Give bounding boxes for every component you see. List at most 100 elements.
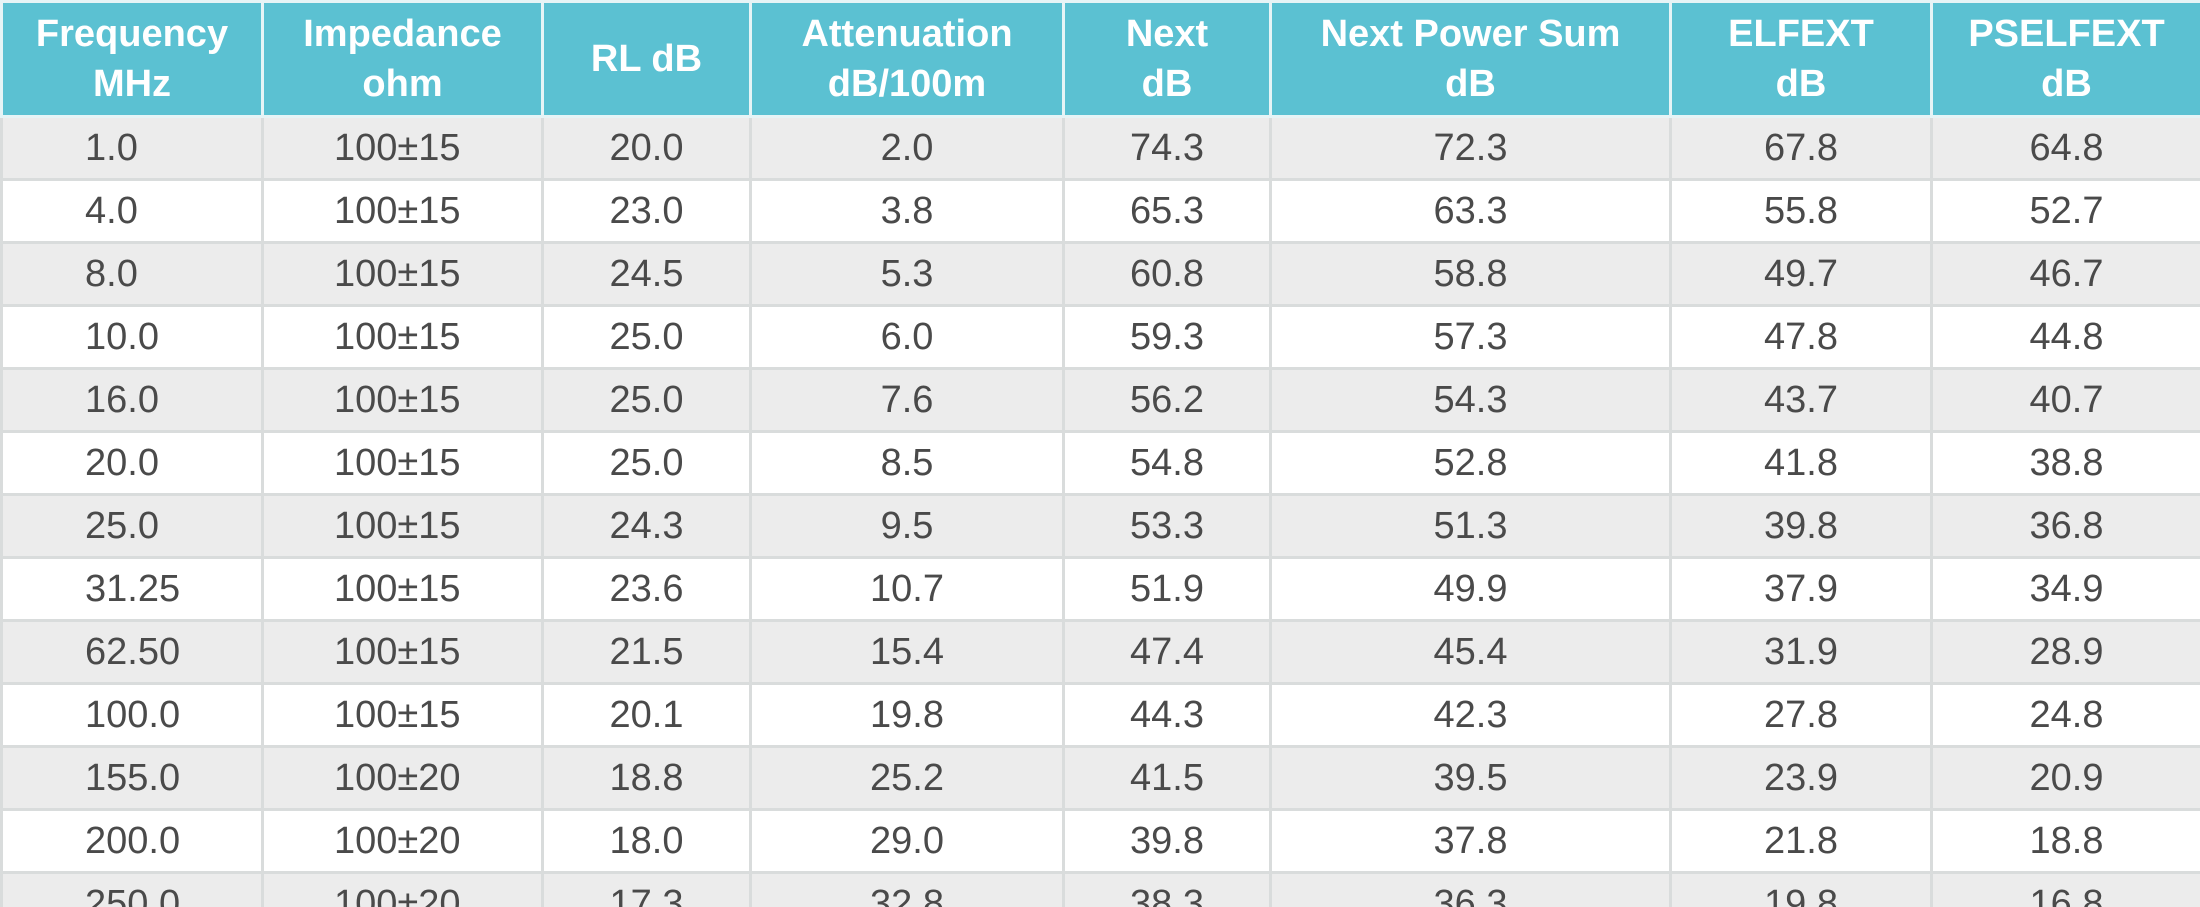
table-cell: 9.5 [749, 493, 1065, 559]
table-cell: 65.3 [1062, 178, 1272, 244]
table-cell: 16.8 [1930, 871, 2200, 907]
table-cell: 56.2 [1062, 367, 1272, 433]
table-cell: 100±15 [261, 493, 544, 559]
table-cell: 39.8 [1669, 493, 1933, 559]
header-text-line: Frequency [35, 13, 229, 55]
table-row: 100.0 100±15 20.1 19.8 44.3 42.3 27.8 24.8 [0, 682, 2200, 748]
table-cell: 19.8 [1669, 871, 1933, 907]
table-cell: 24.5 [541, 241, 752, 307]
table-cell: 46.7 [1930, 241, 2200, 307]
table-cell: 18.8 [541, 745, 752, 811]
header-text-line: dB [1445, 63, 1496, 105]
header-text-line: Attenuation [801, 13, 1013, 55]
header-frequency: Frequency MHz [0, 0, 264, 118]
table-cell: 100±15 [261, 619, 544, 685]
table-cell: 52.8 [1269, 430, 1672, 496]
table-cell: 36.8 [1930, 493, 2200, 559]
table-cell: 41.8 [1669, 430, 1933, 496]
table-cell: 6.0 [749, 304, 1065, 370]
table-cell: 29.0 [749, 808, 1065, 874]
table-cell: 39.8 [1062, 808, 1272, 874]
table-cell: 37.8 [1269, 808, 1672, 874]
header-text-line: Next Power Sum [1320, 13, 1621, 55]
table-cell: 100±15 [261, 367, 544, 433]
table-cell: 100±20 [261, 871, 544, 907]
table-cell: 49.7 [1669, 241, 1933, 307]
table-cell: 74.3 [1062, 115, 1272, 181]
table-cell: 38.3 [1062, 871, 1272, 907]
table-cell: 31.9 [1669, 619, 1933, 685]
table-row: 155.0 100±20 18.8 25.2 41.5 39.5 23.9 20.9 [0, 745, 2200, 811]
table-cell: 100±15 [261, 304, 544, 370]
table-cell: 8.5 [749, 430, 1065, 496]
table-cell: 41.5 [1062, 745, 1272, 811]
table-cell: 42.3 [1269, 682, 1672, 748]
table-cell: 8.0 [0, 241, 264, 307]
table-row: 8.0 100±15 24.5 5.3 60.8 58.8 49.7 46.7 [0, 241, 2200, 307]
table-row: 16.0 100±15 25.0 7.6 56.2 54.3 43.7 40.7 [0, 367, 2200, 433]
table-row: 31.25 100±15 23.6 10.7 51.9 49.9 37.9 34.9 [0, 556, 2200, 622]
table-cell: 47.4 [1062, 619, 1272, 685]
table-cell: 20.1 [541, 682, 752, 748]
table-cell: 200.0 [0, 808, 264, 874]
table-cell: 44.3 [1062, 682, 1272, 748]
table-header: Frequency MHz Impedance ohm RL dB Attenuation… [0, 0, 2200, 118]
table-cell: 31.25 [0, 556, 264, 622]
table-cell: 250.0 [0, 871, 264, 907]
header-text-line: dB/100m [827, 63, 987, 105]
table-cell: 51.3 [1269, 493, 1672, 559]
table-cell: 21.8 [1669, 808, 1933, 874]
table-cell: 1.0 [0, 115, 264, 181]
header-text-line: ohm [362, 63, 443, 105]
header-text-line: MHz [92, 63, 172, 105]
table-cell: 37.9 [1669, 556, 1933, 622]
table-cell: 24.3 [541, 493, 752, 559]
table-cell: 100±20 [261, 745, 544, 811]
table-cell: 16.0 [0, 367, 264, 433]
table-cell: 20.9 [1930, 745, 2200, 811]
table-cell: 59.3 [1062, 304, 1272, 370]
table-cell: 54.8 [1062, 430, 1272, 496]
header-text-line: RL dB [590, 38, 703, 80]
table-row: 4.0 100±15 23.0 3.8 65.3 63.3 55.8 52.7 [0, 178, 2200, 244]
table-row: 250.0 100±20 17.3 32.8 38.3 36.3 19.8 16.8 [0, 871, 2200, 907]
table-cell: 23.6 [541, 556, 752, 622]
table-cell: 34.9 [1930, 556, 2200, 622]
table-cell: 25.0 [0, 493, 264, 559]
table-cell: 24.8 [1930, 682, 2200, 748]
table-row: 25.0 100±15 24.3 9.5 53.3 51.3 39.8 36.8 [0, 493, 2200, 559]
table-cell: 51.9 [1062, 556, 1272, 622]
table-cell: 25.0 [541, 304, 752, 370]
header-elfext: ELFEXT dB [1669, 0, 1933, 118]
table-cell: 19.8 [749, 682, 1065, 748]
table-cell: 23.0 [541, 178, 752, 244]
table-cell: 55.8 [1669, 178, 1933, 244]
header-next: Next dB [1062, 0, 1272, 118]
table-cell: 100±15 [261, 682, 544, 748]
table-cell: 63.3 [1269, 178, 1672, 244]
header-text-line: ELFEXT [1728, 13, 1874, 55]
table-cell: 27.8 [1669, 682, 1933, 748]
table-cell: 2.0 [749, 115, 1065, 181]
table-cell: 100±15 [261, 241, 544, 307]
table-body: 1.0 100±15 20.0 2.0 74.3 72.3 67.8 64.8 4.0 100±1… [0, 115, 2200, 907]
header-rl: RL dB [541, 0, 752, 118]
header-text-line: PSELFEXT [1968, 13, 2165, 55]
header-text-line: Impedance [303, 13, 502, 55]
table-cell: 100.0 [0, 682, 264, 748]
table-cell: 54.3 [1269, 367, 1672, 433]
table-cell: 100±15 [261, 556, 544, 622]
table-cell: 20.0 [541, 115, 752, 181]
table-cell: 28.9 [1930, 619, 2200, 685]
table-cell: 20.0 [0, 430, 264, 496]
table-cell: 4.0 [0, 178, 264, 244]
table-cell: 72.3 [1269, 115, 1672, 181]
table-cell: 36.3 [1269, 871, 1672, 907]
header-text-line: dB [1141, 63, 1193, 105]
header-pselfext: PSELFEXT dB [1930, 0, 2200, 118]
table-cell: 62.50 [0, 619, 264, 685]
table-cell: 47.8 [1669, 304, 1933, 370]
table-cell: 57.3 [1269, 304, 1672, 370]
table-cell: 25.0 [541, 430, 752, 496]
table-cell: 100±15 [261, 178, 544, 244]
